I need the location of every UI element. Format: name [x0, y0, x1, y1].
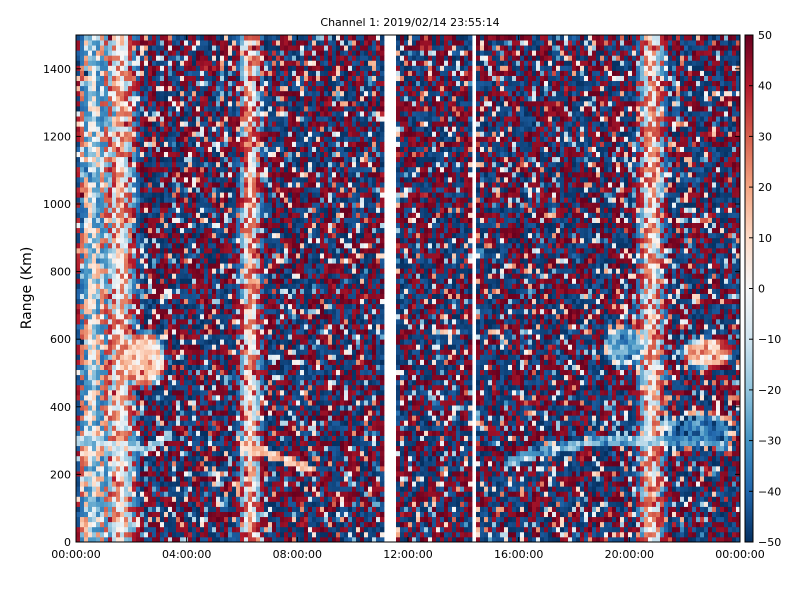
x-tick-label: 00:00:00 — [715, 548, 764, 561]
x-tick-label: 16:00:00 — [494, 548, 543, 561]
x-tick-label: 00:00:00 — [51, 548, 100, 561]
x-tick-label: 08:00:00 — [273, 548, 322, 561]
colorbar-tick-label: 0 — [758, 283, 765, 296]
y-axis: 0 200 400 600 800 1000 1200 1400 — [43, 63, 740, 549]
colorbar-tick-label: −50 — [758, 536, 781, 549]
colorbar-tick-label: 40 — [758, 80, 772, 93]
y-tick-label: 600 — [50, 333, 71, 346]
colorbar-tick-label: −30 — [758, 435, 781, 448]
chart-title: Channel 1: 2019/02/14 23:55:14 — [320, 16, 499, 29]
y-tick-label: 0 — [64, 536, 71, 549]
colorbar-tick-label: −10 — [758, 333, 781, 346]
colorbar-tick-label: −40 — [758, 485, 781, 498]
colorbar-tick-label: 20 — [758, 181, 772, 194]
y-tick-label: 400 — [50, 401, 71, 414]
colorbar-tick-label: 30 — [758, 130, 772, 143]
y-tick-label: 800 — [50, 266, 71, 279]
colorbar-ticks: 50 40 30 20 10 0 −10 −20 −30 −40 −50 — [749, 29, 781, 549]
x-tick-label: 12:00:00 — [383, 548, 432, 561]
y-tick-label: 1200 — [43, 130, 71, 143]
x-tick-label: 20:00:00 — [605, 548, 654, 561]
x-tick-label: 04:00:00 — [162, 548, 211, 561]
colorbar-tick-label: −20 — [758, 384, 781, 397]
colorbar-tick-label: 10 — [758, 232, 772, 245]
heatmap-plot-area — [76, 35, 741, 543]
y-tick-label: 200 — [50, 468, 71, 481]
y-tick-label: 1400 — [43, 63, 71, 76]
y-tick-label: 1000 — [43, 198, 71, 211]
y-axis-label: Range (Km) — [19, 247, 35, 330]
colorbar-tick-label: 50 — [758, 29, 772, 42]
x-axis: 00:00:00 04:00:00 08:00:00 12:00:00 16:00:00… — [51, 35, 765, 561]
